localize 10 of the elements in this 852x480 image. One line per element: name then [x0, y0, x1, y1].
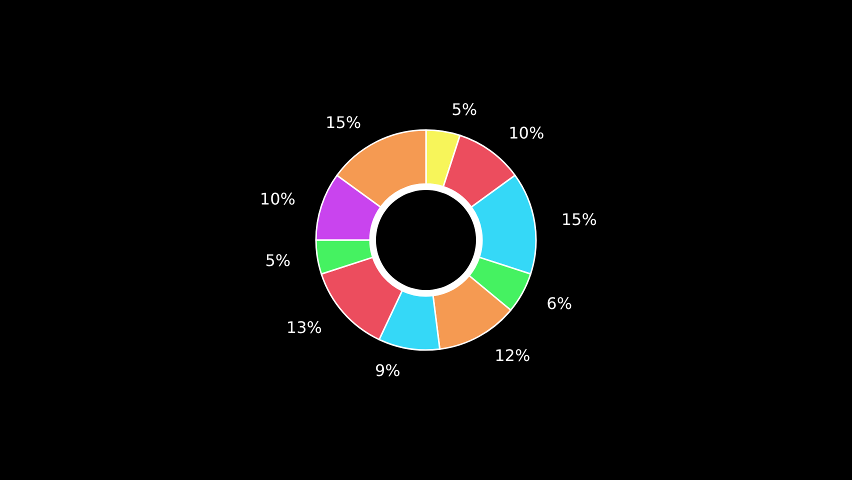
data-label: 5%: [265, 251, 291, 270]
data-label: 13%: [286, 318, 322, 337]
data-label: 15%: [326, 112, 362, 132]
data-label: 10%: [260, 190, 296, 209]
data-label: 15%: [561, 210, 597, 229]
data-label: 10%: [508, 124, 544, 143]
data-label: 5%: [452, 100, 478, 120]
data-label: 6%: [546, 294, 572, 314]
data-label: 9%: [374, 360, 400, 380]
data-label: 12%: [494, 346, 530, 366]
